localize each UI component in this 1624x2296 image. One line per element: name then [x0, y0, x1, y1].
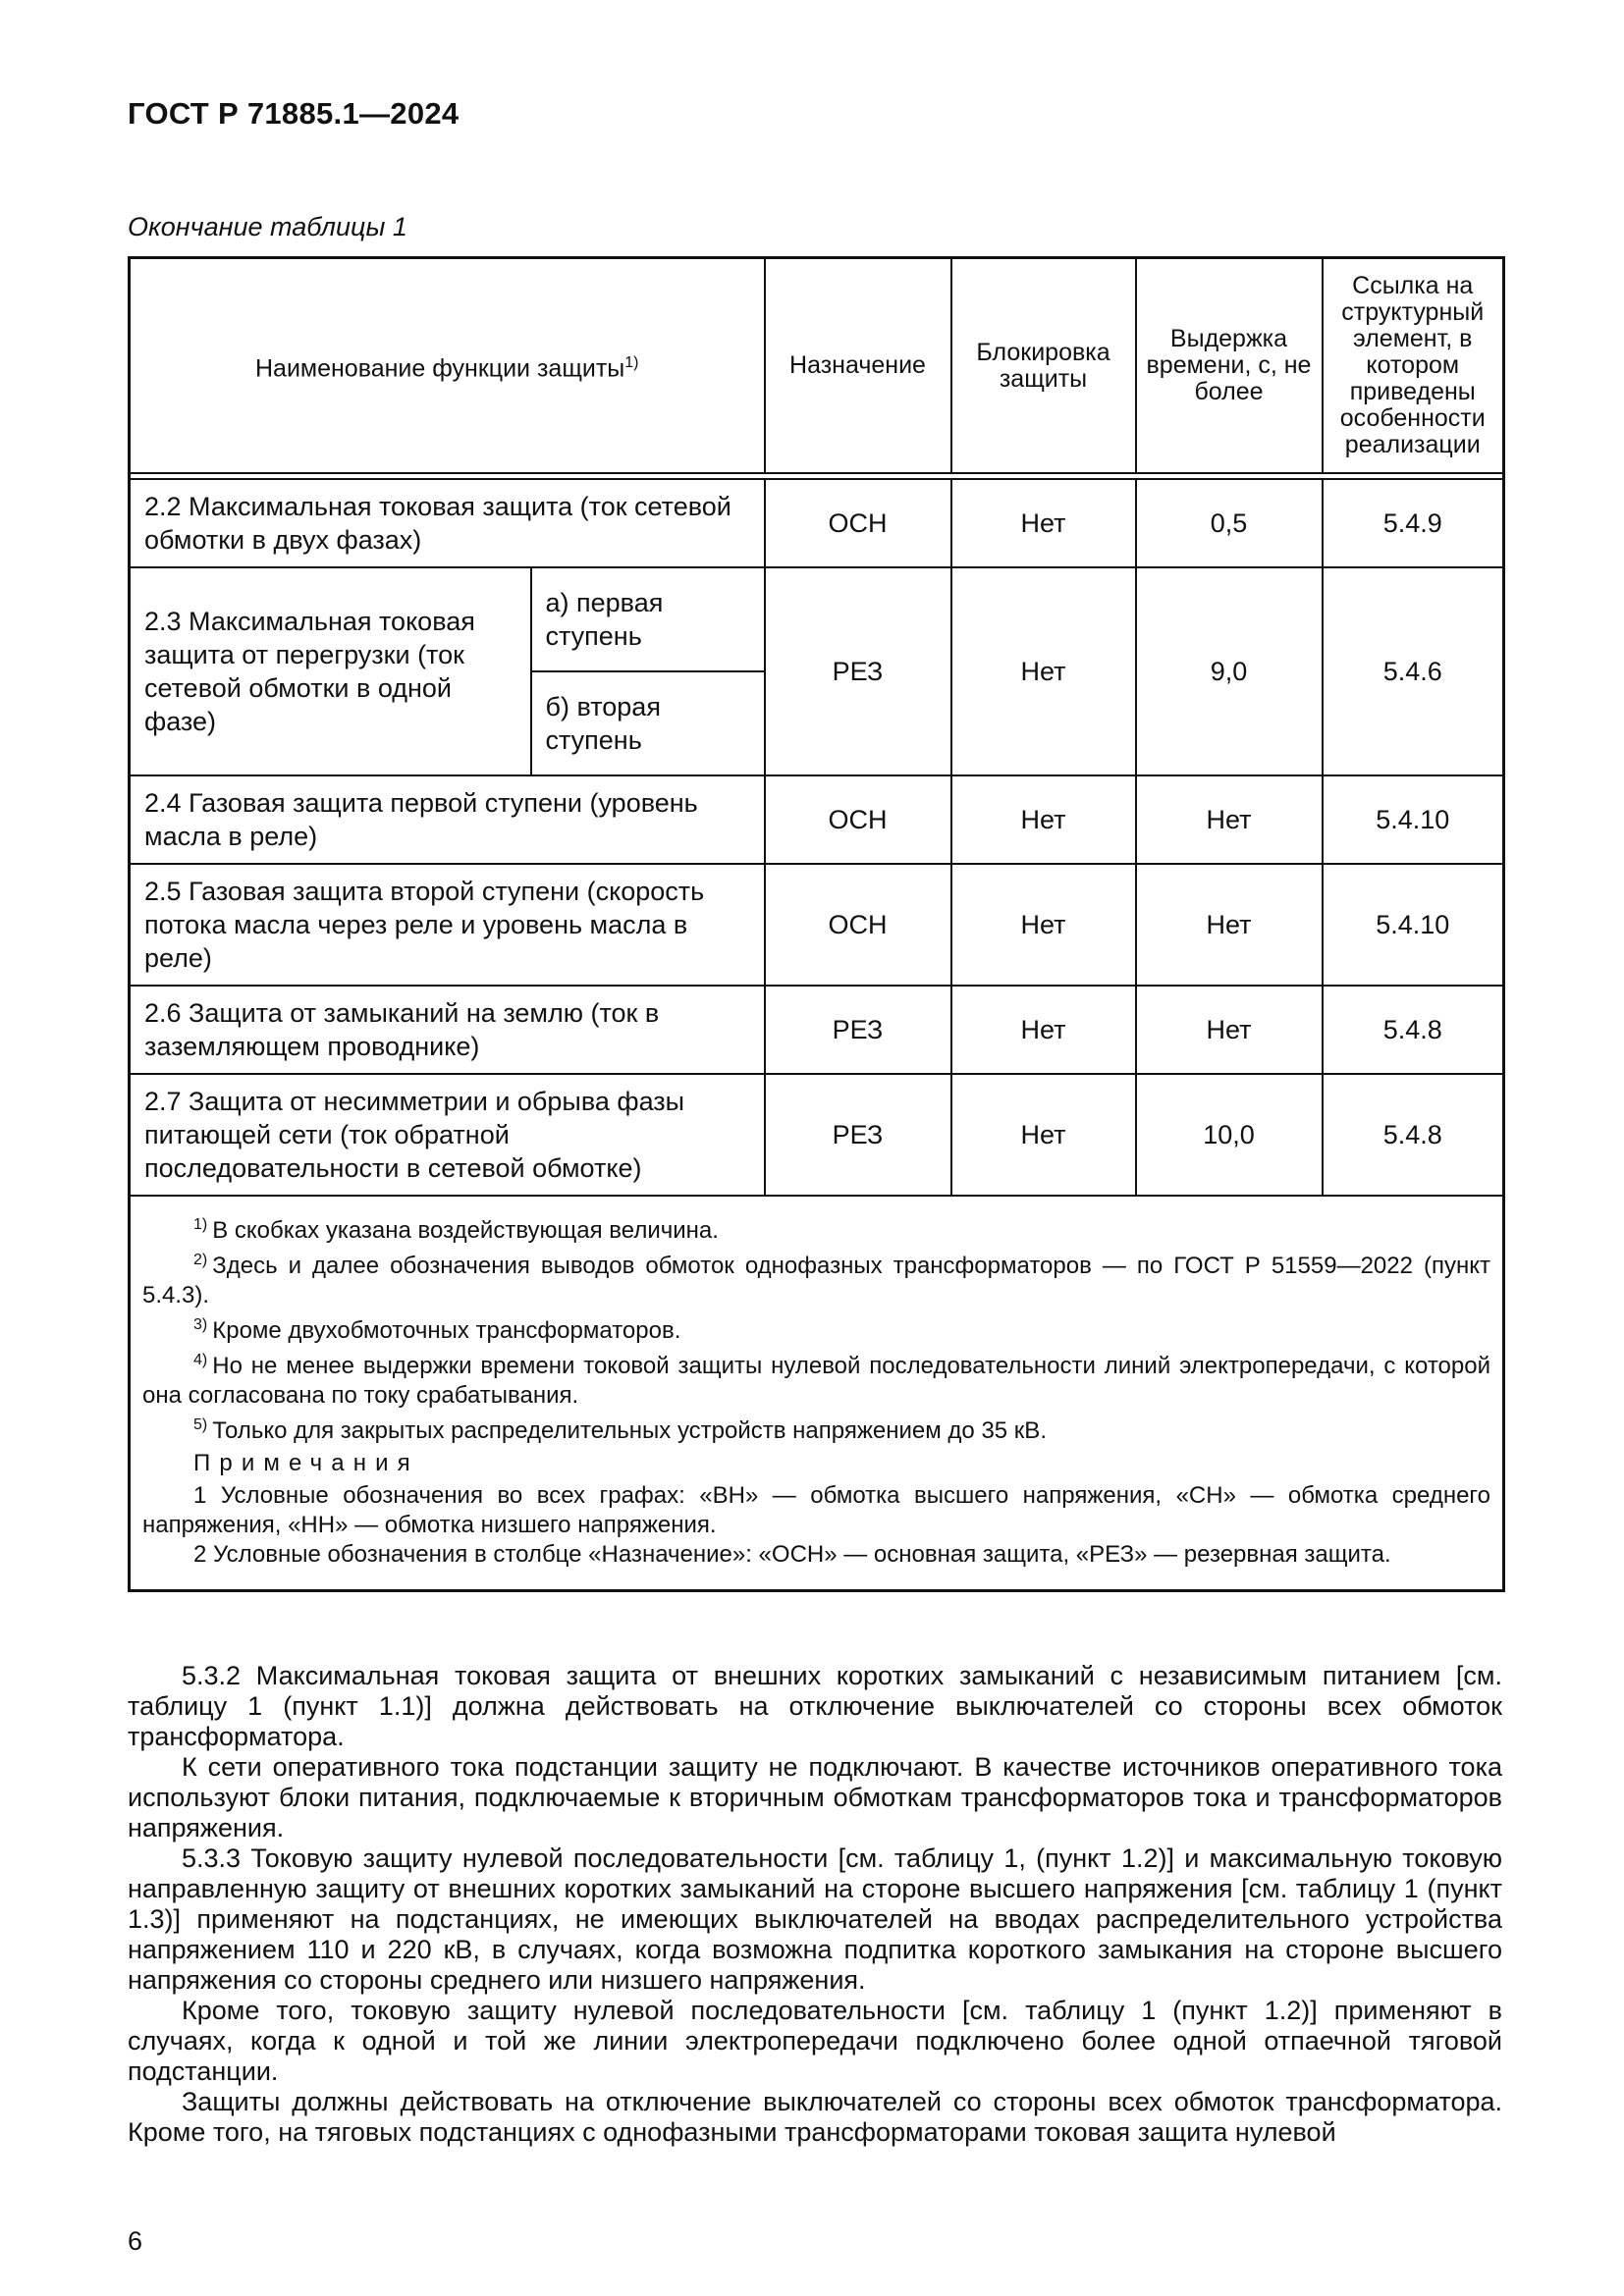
cell-function-name: 2.3 Максимальная токовая защита от перег…: [128, 566, 532, 776]
cell-function-name: 2.6 Защита от замыканий на землю (ток в …: [128, 985, 766, 1075]
column-header-name-label: Наименование функции защиты: [254, 354, 625, 383]
body-text: 5.3.2 Максимальная токовая защита от вне…: [128, 1661, 1502, 2148]
paragraph: Защиты должны действовать на отключение …: [128, 2087, 1502, 2147]
page-number: 6: [128, 2226, 143, 2256]
paragraph: 5.3.3 Токовую защиту нулевой последовате…: [128, 1843, 1502, 1995]
notes-title: Примечания: [193, 1450, 419, 1476]
cell-purpose: РЕЗ: [763, 566, 952, 776]
cell-time-delay: Нет: [1134, 774, 1324, 865]
cell-function-name: 2.4 Газовая защита первой ступени (урове…: [128, 774, 766, 865]
cell-purpose: РЕЗ: [763, 1073, 952, 1197]
footnote-marker: 2): [193, 1252, 208, 1268]
cell-reference: 5.4.9: [1321, 478, 1505, 568]
footnote-marker: 1): [193, 1216, 208, 1233]
cell-purpose: ОСН: [763, 478, 952, 568]
footnote: 5) Только для закрытых распределительных …: [142, 1411, 1490, 1446]
footnote-marker: 3): [193, 1316, 208, 1333]
column-header-name-footnote-marker: 1): [624, 353, 639, 371]
cell-time-delay: 10,0: [1134, 1073, 1324, 1197]
cell-time-delay: 9,0: [1134, 566, 1324, 776]
footnote-text: Только для закрытых распределительных ус…: [212, 1417, 1047, 1444]
column-header-blocking: Блокировка защиты: [949, 256, 1137, 474]
cell-purpose: ОСН: [763, 774, 952, 865]
footnote-text: Кроме двухобмоточных трансформаторов.: [212, 1317, 681, 1344]
footnote-text: В скобках указана воздействующая величин…: [212, 1217, 719, 1244]
cell-reference: 5.4.6: [1321, 566, 1505, 776]
footnote-text: Здесь и далее обозначения выводов обмото…: [142, 1253, 1490, 1308]
cell-purpose: ОСН: [763, 863, 952, 987]
table-row: 2.7 Защита от несимметрии и обрыва фазы …: [128, 1073, 1505, 1197]
protection-functions-table: Наименование функции защиты1) Назначение…: [128, 256, 1505, 1592]
footnote: 2) Здесь и далее обозначения выводов обмо…: [142, 1246, 1490, 1310]
cell-time-delay: Нет: [1134, 863, 1324, 987]
cell-function-name: 2.7 Защита от несимметрии и обрыва фазы …: [128, 1073, 766, 1197]
cell-purpose: РЕЗ: [763, 985, 952, 1075]
cell-blocking: Нет: [949, 774, 1137, 865]
paragraph: К сети оперативного тока подстанции защи…: [128, 1752, 1502, 1842]
column-header-time-delay: Выдержка времени, с, не более: [1134, 256, 1324, 474]
cell-time-delay: 0,5: [1134, 478, 1324, 568]
footnote: 3) Кроме двухобмоточных трансформаторов.: [142, 1310, 1490, 1346]
table-row: 2.5 Газовая защита второй ступени (скоро…: [128, 863, 1505, 987]
standard-code-header: ГОСТ Р 71885.1—2024: [128, 96, 460, 131]
cell-blocking: Нет: [949, 1073, 1137, 1197]
column-header-purpose: Назначение: [763, 256, 952, 474]
footnote-marker: 4): [193, 1352, 208, 1368]
cell-reference: 5.4.10: [1321, 863, 1505, 987]
cell-function-name: 2.2 Максимальная токовая защита (ток сет…: [128, 478, 766, 568]
cell-function-name: 2.5 Газовая защита второй ступени (скоро…: [128, 863, 766, 987]
note: 2 Условные обозначения в столбце «Назнач…: [193, 1541, 1391, 1568]
cell-reference: 5.4.8: [1321, 985, 1505, 1075]
table-footnotes-row: 1) В скобках указана воздействующая велич…: [128, 1195, 1505, 1592]
note: 1 Условные обозначения во всех графах: «…: [142, 1482, 1490, 1538]
cell-stage-b: б) вторая ступень: [529, 670, 766, 776]
column-header-name: Наименование функции защиты1): [128, 256, 766, 474]
header-separator: [129, 472, 1504, 480]
table-footnotes-cell: 1) В скобках указана воздействующая велич…: [128, 1195, 1505, 1592]
header-separator-row: [129, 472, 1504, 480]
table-header-row: Наименование функции защиты1) Назначение…: [128, 256, 1505, 474]
table-row: 2.6 Защита от замыканий на землю (ток в …: [128, 985, 1505, 1075]
table-row: б) вторая ступень: [130, 670, 1504, 776]
paragraph: 5.3.2 Максимальная токовая защита от вне…: [128, 1661, 1502, 1751]
table-row: 2.3 Максимальная токовая защита от перег…: [128, 566, 1505, 776]
table-row: 2.2 Максимальная токовая защита (ток сет…: [128, 478, 1505, 568]
cell-blocking: Нет: [949, 985, 1137, 1075]
footnote: 4) Но не менее выдержки времени токовой з…: [142, 1346, 1490, 1411]
cell-stage-a: а) первая ступень: [529, 566, 766, 672]
cell-blocking: Нет: [949, 863, 1137, 987]
table-caption: Окончание таблицы 1: [128, 212, 407, 241]
cell-reference: 5.4.10: [1321, 774, 1505, 865]
footnote: 1) В скобках указана воздействующая велич…: [142, 1210, 1490, 1246]
cell-blocking: Нет: [949, 478, 1137, 568]
paragraph: Кроме того, токовую защиту нулевой после…: [128, 1996, 1502, 2086]
cell-time-delay: Нет: [1134, 985, 1324, 1075]
footnote-marker: 5): [193, 1416, 208, 1433]
column-header-reference: Ссылка на структурный элемент, в котором…: [1321, 256, 1505, 474]
cell-blocking: Нет: [949, 566, 1137, 776]
footnote-text: Но не менее выдержки времени токовой защ…: [142, 1353, 1490, 1409]
cell-reference: 5.4.8: [1321, 1073, 1505, 1197]
table-row: 2.4 Газовая защита первой ступени (урове…: [128, 774, 1505, 865]
